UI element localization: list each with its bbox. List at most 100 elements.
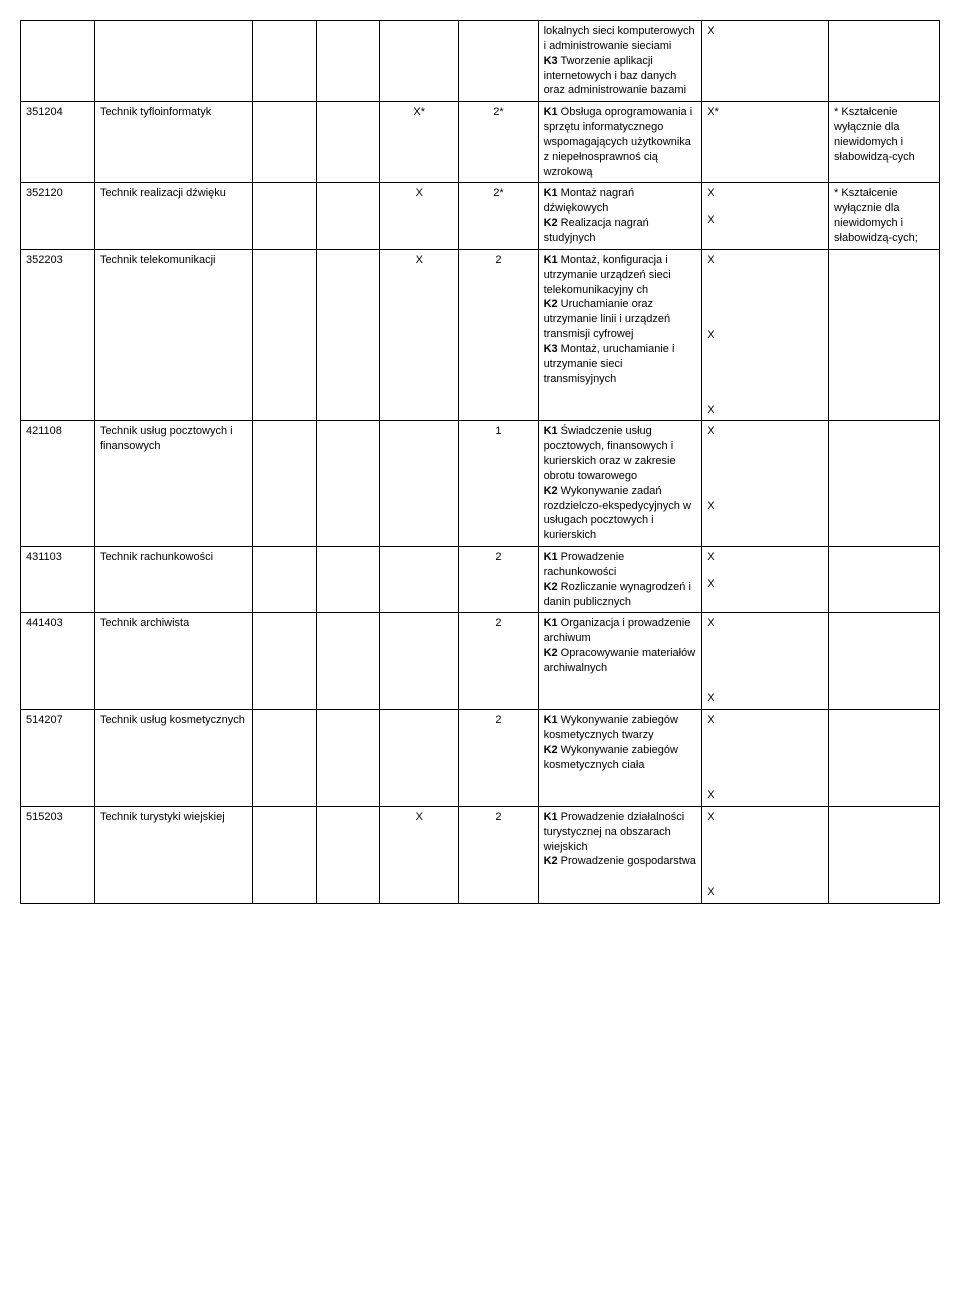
qualification-code: K3 — [544, 55, 558, 67]
qualification-text: Wykonywanie zadań rozdzielczo-ekspedycyj… — [544, 485, 691, 542]
qualification-text: Prowadzenie gospodarstwa — [558, 855, 696, 867]
qualification-text: Organizacja i prowadzenie archiwum — [544, 617, 691, 644]
table-row: 441403Technik archiwista2K1 Organizacja … — [21, 613, 940, 710]
col5-cell — [380, 613, 459, 710]
description-cell: K1 Organizacja i prowadzenie archiwumK2 … — [538, 613, 702, 710]
notes-cell: * Kształcenie wyłącznie dla niewidomych … — [829, 183, 940, 249]
marks-cell: XX — [702, 613, 829, 710]
col3-cell — [253, 806, 316, 903]
mark: X — [707, 403, 823, 418]
qualification-text: Montaż, uruchamianie i utrzymanie sieci … — [544, 343, 675, 385]
col4-cell — [316, 249, 379, 421]
notes-cell: * Kształcenie wyłącznie dla niewidomych … — [829, 102, 940, 183]
mark: X — [707, 424, 823, 439]
qualification-code: K3 — [544, 343, 558, 355]
description-cell: K1 Świadczenie usług pocztowych, finanso… — [538, 421, 702, 547]
code-cell: 351204 — [21, 102, 95, 183]
name-cell: Technik turystyki wiejskiej — [94, 806, 252, 903]
description-cell: K1 Montaż, konfiguracja i utrzymanie urz… — [538, 249, 702, 421]
table-row: 515203Technik turystyki wiejskiejX2K1 Pr… — [21, 806, 940, 903]
table-row: 352120Technik realizacji dźwiękuX2*K1 Mo… — [21, 183, 940, 249]
notes-cell — [829, 547, 940, 613]
qualification-text: Realizacja nagrań studyjnych — [544, 217, 649, 244]
marks-cell: XX — [702, 421, 829, 547]
qualification-code: K2 — [544, 581, 558, 593]
name-cell — [94, 21, 252, 102]
marks-cell: X* — [702, 102, 829, 183]
col6-cell — [459, 21, 538, 102]
qualification-text: Montaż nagrań dźwiękowych — [544, 187, 635, 214]
col6-cell: 2 — [459, 547, 538, 613]
col5-cell: X* — [380, 102, 459, 183]
notes-cell — [829, 710, 940, 807]
col3-cell — [253, 710, 316, 807]
col6-cell: 2 — [459, 613, 538, 710]
mark: X — [707, 328, 823, 343]
col3-cell — [253, 613, 316, 710]
qualifications-table: lokalnych sieci komputerowych i administ… — [20, 20, 940, 904]
mark: X — [707, 499, 823, 514]
mark: X — [707, 616, 823, 631]
col3-cell — [253, 183, 316, 249]
qualification-text: Rozliczanie wynagrodzeń i danin publiczn… — [544, 581, 691, 608]
table-row: lokalnych sieci komputerowych i administ… — [21, 21, 940, 102]
notes-cell — [829, 249, 940, 421]
qualification-code: K1 — [544, 106, 558, 118]
qualification-code: K2 — [544, 298, 558, 310]
mark: X — [707, 186, 823, 201]
mark: X — [707, 810, 823, 825]
qualification-code: K2 — [544, 744, 558, 756]
qualification-text: Świadczenie usług pocztowych, finansowyc… — [544, 425, 676, 482]
code-cell: 431103 — [21, 547, 95, 613]
description-cell: K1 Montaż nagrań dźwiękowychK2 Realizacj… — [538, 183, 702, 249]
col3-cell — [253, 21, 316, 102]
name-cell: Technik rachunkowości — [94, 547, 252, 613]
table-row: 514207Technik usług kosmetycznych2K1 Wyk… — [21, 710, 940, 807]
code-cell: 352120 — [21, 183, 95, 249]
col3-cell — [253, 421, 316, 547]
name-cell: Technik usług kosmetycznych — [94, 710, 252, 807]
marks-cell: X X X — [702, 249, 829, 421]
mark: X — [707, 788, 823, 803]
col5-cell: X — [380, 806, 459, 903]
qualification-code: K1 — [544, 187, 558, 199]
qualification-text: Montaż, konfiguracja i utrzymanie urządz… — [544, 254, 671, 296]
mark: X — [707, 213, 823, 228]
col6-cell: 2 — [459, 806, 538, 903]
qualification-code: K2 — [544, 485, 558, 497]
description-cell: K1 Wykonywanie zabiegów kosmetycznych tw… — [538, 710, 702, 807]
qualification-code: K2 — [544, 855, 558, 867]
qualification-code: K1 — [544, 425, 558, 437]
qualification-text: Obsługa oprogramowania i sprzętu informa… — [544, 106, 693, 177]
mark: X* — [707, 105, 823, 120]
col4-cell — [316, 21, 379, 102]
name-cell: Technik usług pocztowych i finansowych — [94, 421, 252, 547]
notes-cell — [829, 613, 940, 710]
mark: X — [707, 253, 823, 268]
col5-cell: X — [380, 249, 459, 421]
code-cell: 514207 — [21, 710, 95, 807]
code-cell: 421108 — [21, 421, 95, 547]
table-row: 351204Technik tyfloinformatykX*2*K1 Obsł… — [21, 102, 940, 183]
qualification-text: Opracowywanie materiałów archiwalnych — [544, 647, 696, 674]
marks-cell: XX — [702, 547, 829, 613]
col4-cell — [316, 421, 379, 547]
col4-cell — [316, 102, 379, 183]
table-row: 352203Technik telekomunikacjiX2K1 Montaż… — [21, 249, 940, 421]
mark: X — [707, 885, 823, 900]
marks-cell: X — [702, 21, 829, 102]
table-row: 421108Technik usług pocztowych i finanso… — [21, 421, 940, 547]
qualification-text: lokalnych sieci komputerowych i administ… — [544, 25, 695, 52]
notes-cell — [829, 21, 940, 102]
qualification-code: K1 — [544, 551, 558, 563]
name-cell: Technik tyfloinformatyk — [94, 102, 252, 183]
qualification-code: K1 — [544, 714, 558, 726]
qualification-code: K1 — [544, 811, 558, 823]
col6-cell: 2 — [459, 249, 538, 421]
col6-cell: 1 — [459, 421, 538, 547]
col5-cell — [380, 21, 459, 102]
qualification-code: K1 — [544, 254, 558, 266]
col6-cell: 2* — [459, 102, 538, 183]
code-cell: 441403 — [21, 613, 95, 710]
mark: X — [707, 550, 823, 565]
